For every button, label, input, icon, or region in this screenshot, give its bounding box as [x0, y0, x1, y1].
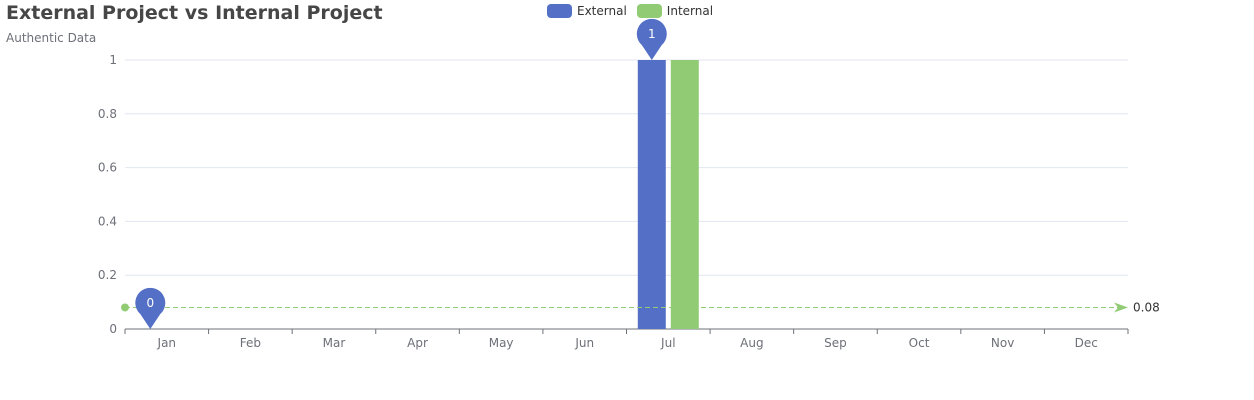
x-tick-label: Apr	[407, 336, 428, 350]
x-tick-label: Aug	[740, 336, 763, 350]
bar-internal-jul	[670, 60, 699, 329]
chart-subtitle: Authentic Data	[6, 31, 97, 45]
x-tick-label: Nov	[991, 336, 1014, 350]
mark-line-label: 0.08	[1133, 300, 1160, 314]
pin-marker-jul	[636, 18, 667, 60]
chart-title: External Project vs Internal Project	[6, 2, 383, 24]
x-tick-label: Jan	[157, 336, 177, 350]
x-tick-label: Jun	[574, 336, 594, 350]
x-tick-label: Feb	[240, 336, 261, 350]
y-tick-label: 0.4	[98, 214, 117, 228]
x-tick-label: Jul	[660, 336, 675, 350]
x-tick-label: Mar	[323, 336, 346, 350]
bar-external-jul	[637, 60, 666, 329]
x-tick-label: May	[489, 336, 514, 350]
pin-marker-label: 1	[648, 27, 656, 41]
pin-marker-jan	[135, 287, 166, 329]
bar-layer	[637, 60, 699, 329]
y-tick-label: 0.2	[98, 268, 117, 282]
legend-label-external: External	[577, 4, 627, 18]
y-tick-label: 0.8	[98, 107, 117, 121]
legend-swatch-external	[547, 4, 572, 18]
x-tick-label: Oct	[909, 336, 930, 350]
y-tick-label: 0.6	[98, 161, 117, 175]
pin-marker-label: 0	[146, 296, 154, 310]
grid-layer	[125, 59, 1128, 276]
mark-line-arrow	[1114, 302, 1128, 313]
x-tick-label: Dec	[1075, 336, 1098, 350]
y-tick-label: 1	[109, 53, 117, 67]
chart-legend: External Internal	[547, 3, 723, 19]
y-tick-label: 0	[109, 322, 117, 336]
legend-swatch-internal	[636, 4, 662, 18]
marker-layer: 10	[135, 18, 667, 329]
mark-line-layer: 0.08	[121, 300, 1160, 314]
x-tick-label: Sep	[824, 336, 847, 350]
legend-label-internal: Internal	[666, 4, 714, 18]
legend-item-internal[interactable]: Internal	[636, 4, 714, 18]
legend-item-external[interactable]: External	[547, 4, 627, 18]
axis-layer: 0 0.2 0.4 0.6 0.8 1 Jan Feb Mar Apr May Jun Jul Aug Se…	[98, 53, 1129, 350]
